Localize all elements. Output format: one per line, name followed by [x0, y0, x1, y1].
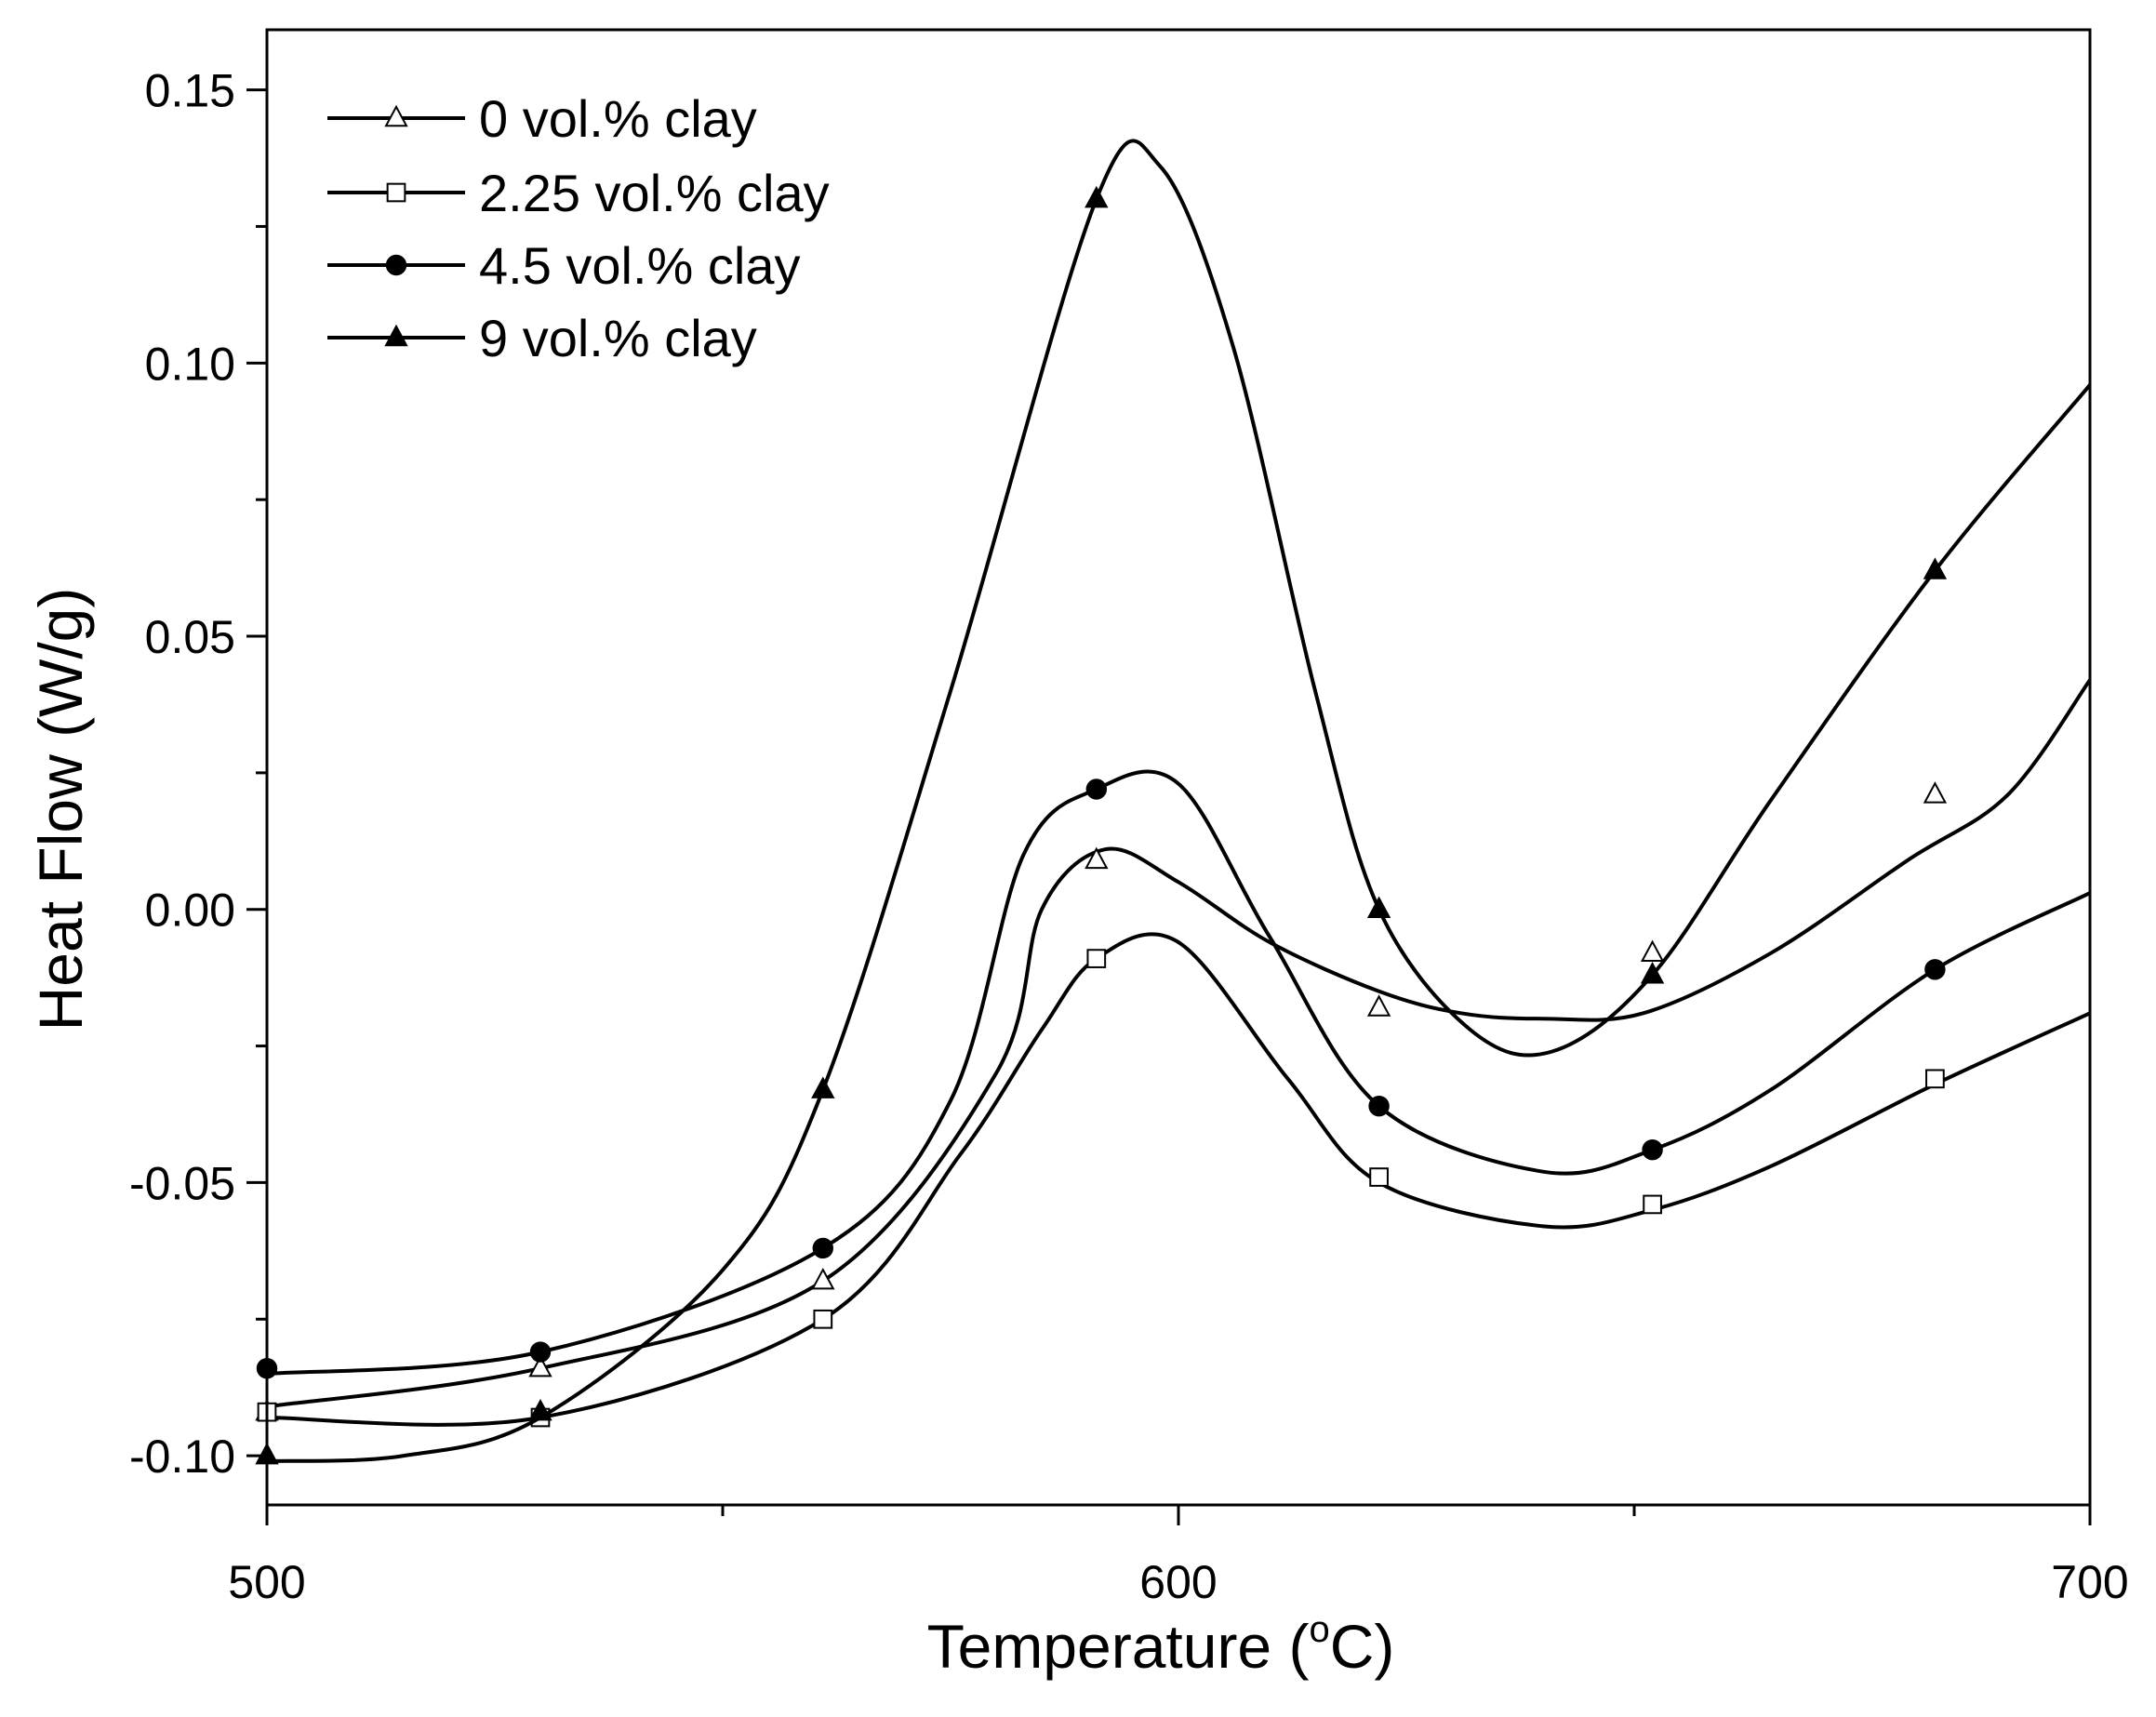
data-point — [1642, 1138, 1663, 1161]
legend: 0 vol.% clay 2.25 vol.% clay 4.5 vol.% cla… — [327, 89, 830, 367]
data-point — [1925, 1069, 1945, 1089]
legend-item: 4.5 vol.% clay — [327, 236, 801, 295]
legend-label: 2.25 vol.% clay — [479, 164, 830, 222]
data-point — [811, 1076, 835, 1098]
data-point — [1368, 1095, 1390, 1117]
data-point — [1643, 1194, 1662, 1215]
data-point — [811, 1267, 835, 1290]
axes-layer: 500 600 700 -0.10 -0.05 0.00 0.05 0.10 0.15 — [129, 28, 2129, 1608]
y-tick-label: 0.10 — [145, 338, 235, 390]
x-axis-title-unit: C) — [1330, 1612, 1395, 1681]
series-layer — [255, 139, 2092, 1465]
data-point — [1085, 846, 1109, 870]
x-axis-title: Temperature (oC) — [927, 1609, 1395, 1681]
data-point — [1366, 994, 1391, 1017]
legend-marker — [384, 324, 408, 347]
data-point — [813, 1309, 833, 1329]
data-point — [528, 1354, 552, 1378]
data-point — [812, 1237, 833, 1259]
data-point — [1369, 1167, 1389, 1187]
data-point — [1640, 962, 1665, 984]
y-tick-label: -0.05 — [129, 1157, 235, 1209]
data-point — [1086, 949, 1107, 968]
data-point — [1366, 896, 1391, 918]
x-axis-title-degree: o — [1309, 1609, 1329, 1650]
x-tick-label: 700 — [2051, 1556, 2128, 1608]
y-tick-label: 0.15 — [145, 65, 235, 117]
legend-marker — [384, 104, 408, 127]
data-point — [1924, 959, 1946, 980]
y-tick-label: 0.00 — [145, 885, 235, 937]
series-line-2 — [266, 769, 2091, 1376]
legend-marker — [385, 254, 407, 276]
legend-label: 0 vol.% clay — [479, 89, 757, 148]
data-point — [528, 1398, 552, 1421]
y-tick-label: 0.05 — [145, 611, 235, 663]
legend-item: 9 vol.% clay — [327, 309, 757, 367]
data-point — [1923, 557, 1948, 579]
data-point — [1085, 185, 1109, 208]
series-line-0 — [266, 678, 2092, 1409]
legend-item: 0 vol.% clay — [327, 89, 757, 148]
y-axis-title: Heat Flow (W/g) — [26, 588, 95, 1032]
data-point — [1640, 939, 1665, 962]
y-tick-label: -0.10 — [129, 1431, 235, 1483]
data-point — [1085, 779, 1108, 800]
x-tick-label: 500 — [228, 1556, 305, 1608]
series-line-3 — [266, 139, 2092, 1463]
x-tick-label: 600 — [1139, 1556, 1217, 1608]
data-point — [529, 1341, 552, 1363]
legend-label: 9 vol.% clay — [479, 309, 757, 367]
legend-item: 2.25 vol.% clay — [327, 164, 830, 222]
series-line-1 — [266, 932, 2091, 1427]
data-point — [1923, 781, 1948, 804]
legend-marker — [386, 182, 406, 203]
legend-label: 4.5 vol.% clay — [479, 236, 801, 295]
x-axis-title-text: Temperature ( — [927, 1612, 1310, 1681]
